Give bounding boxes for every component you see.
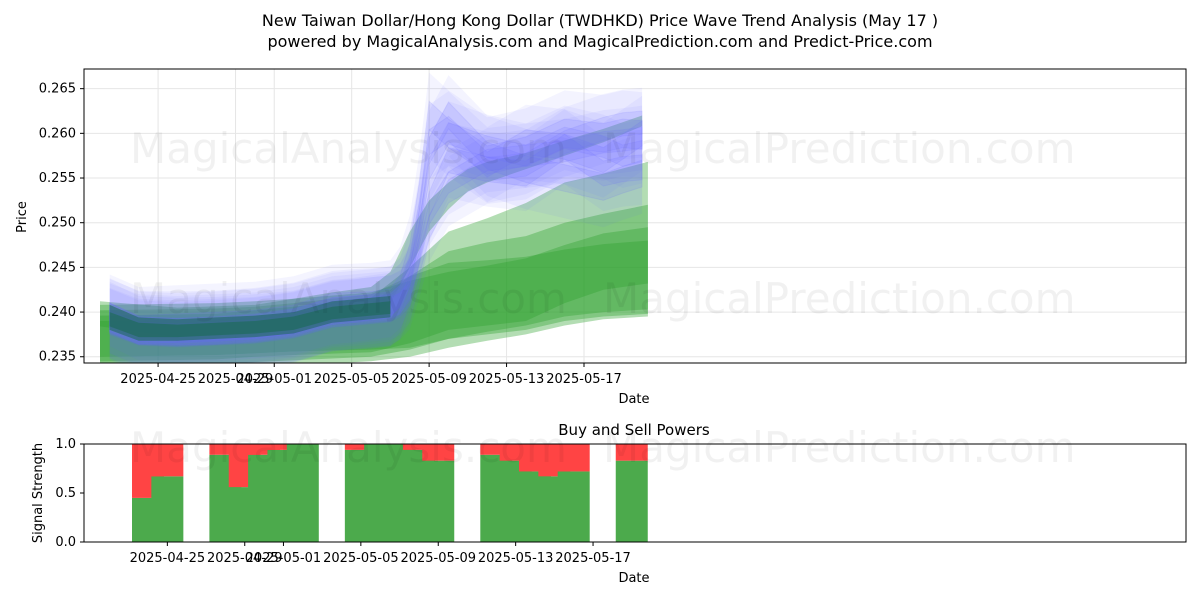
- watermark-text: MagicalPrediction.com: [603, 423, 1076, 472]
- price-y-tick-label: 0.240: [39, 305, 76, 320]
- power-chart-plot-area: [132, 444, 648, 542]
- wave-band: [109, 95, 643, 363]
- price-chart-xlabel: Date: [618, 392, 649, 407]
- price-chart-watermarks: MagicalAnalysis.com MagicalPrediction.co…: [130, 124, 1076, 323]
- price-y-tick-label: 0.265: [39, 82, 76, 97]
- power-x-tick-label: 2025-04-25: [130, 551, 206, 566]
- power-x-tick-label: 2025-05-09: [400, 551, 476, 566]
- sell-bar: [267, 444, 300, 450]
- price-y-tick-label: 0.255: [39, 171, 76, 186]
- price-x-tick-label: 2025-05-13: [469, 372, 545, 387]
- price-x-tick-label: 2025-04-25: [120, 372, 196, 387]
- sell-bar: [480, 444, 513, 455]
- price-y-tick-label: 0.260: [39, 126, 76, 141]
- wave-band: [109, 87, 643, 363]
- watermark-text: MagicalPrediction.com: [603, 274, 1076, 323]
- price-chart-plot-area: [100, 72, 648, 363]
- sell-bar: [209, 444, 242, 455]
- wave-band: [109, 101, 643, 363]
- buy-bar: [422, 460, 455, 542]
- chart-subtitle: powered by MagicalAnalysis.com and Magic…: [267, 32, 932, 51]
- sell-bar: [151, 444, 184, 477]
- wave-band: [109, 105, 643, 363]
- price-chart-axes: 0.235 0.240 0.245 0.250 0.255 0.260 0.265 2025-…: [39, 82, 622, 387]
- history-band: [109, 301, 391, 338]
- price-x-tick-label: 2025-05-09: [391, 372, 467, 387]
- watermark-text: MagicalPrediction.com: [603, 124, 1076, 173]
- wave-band: [109, 101, 643, 346]
- price-y-tick-label: 0.250: [39, 216, 76, 231]
- price-x-tick-label: 2025-05-01: [236, 372, 312, 387]
- sell-bar: [402, 444, 435, 450]
- buy-bar: [151, 476, 184, 542]
- prediction-band: [100, 161, 648, 362]
- sell-bar: [557, 444, 590, 472]
- power-chart-watermarks: MagicalAnalysis.com MagicalPrediction.co…: [130, 423, 1076, 472]
- power-y-tick-label: 1.0: [55, 437, 76, 452]
- sell-bar: [248, 444, 281, 455]
- power-x-tick-label: 2025-05-13: [478, 551, 554, 566]
- price-chart-ylabel: Price: [15, 201, 30, 233]
- prediction-band: [100, 115, 643, 338]
- price-x-tick-label: 2025-04-29: [198, 372, 274, 387]
- power-x-tick-label: 2025-05-05: [323, 551, 399, 566]
- power-x-tick-label: 2025-05-01: [246, 551, 322, 566]
- power-y-tick-label: 0.0: [55, 535, 76, 550]
- power-y-tick-label: 0.5: [55, 486, 76, 501]
- price-x-tick-label: 2025-05-17: [546, 372, 622, 387]
- wave-band: [109, 91, 643, 363]
- buy-bar: [286, 444, 319, 542]
- power-x-tick-label: 2025-05-17: [555, 551, 631, 566]
- sell-bar: [422, 444, 455, 461]
- wave-band: [109, 72, 643, 363]
- wave-band: [109, 75, 643, 363]
- price-chart-grid: [84, 69, 1186, 363]
- power-chart-title: Buy and Sell Powers: [558, 421, 710, 439]
- sell-bar: [615, 444, 648, 461]
- power-chart-xlabel: Date: [618, 571, 649, 586]
- sell-bar: [344, 444, 377, 450]
- power-x-tick-label: 2025-04-29: [207, 551, 283, 566]
- price-y-tick-label: 0.235: [39, 350, 76, 365]
- watermark-text: MagicalAnalysis.com: [130, 423, 567, 472]
- watermark-text: MagicalAnalysis.com: [130, 274, 567, 323]
- price-chart-frame: [83, 68, 1187, 364]
- buy-bar: [557, 471, 590, 542]
- power-chart-ylabel: Signal Strength: [31, 443, 46, 543]
- watermark-text: MagicalAnalysis.com: [130, 124, 567, 173]
- chart-title: New Taiwan Dollar/Hong Kong Dollar (TWDH…: [262, 11, 938, 30]
- buy-bar: [615, 460, 648, 542]
- price-y-tick-label: 0.245: [39, 260, 76, 275]
- price-x-tick-label: 2025-05-05: [314, 372, 390, 387]
